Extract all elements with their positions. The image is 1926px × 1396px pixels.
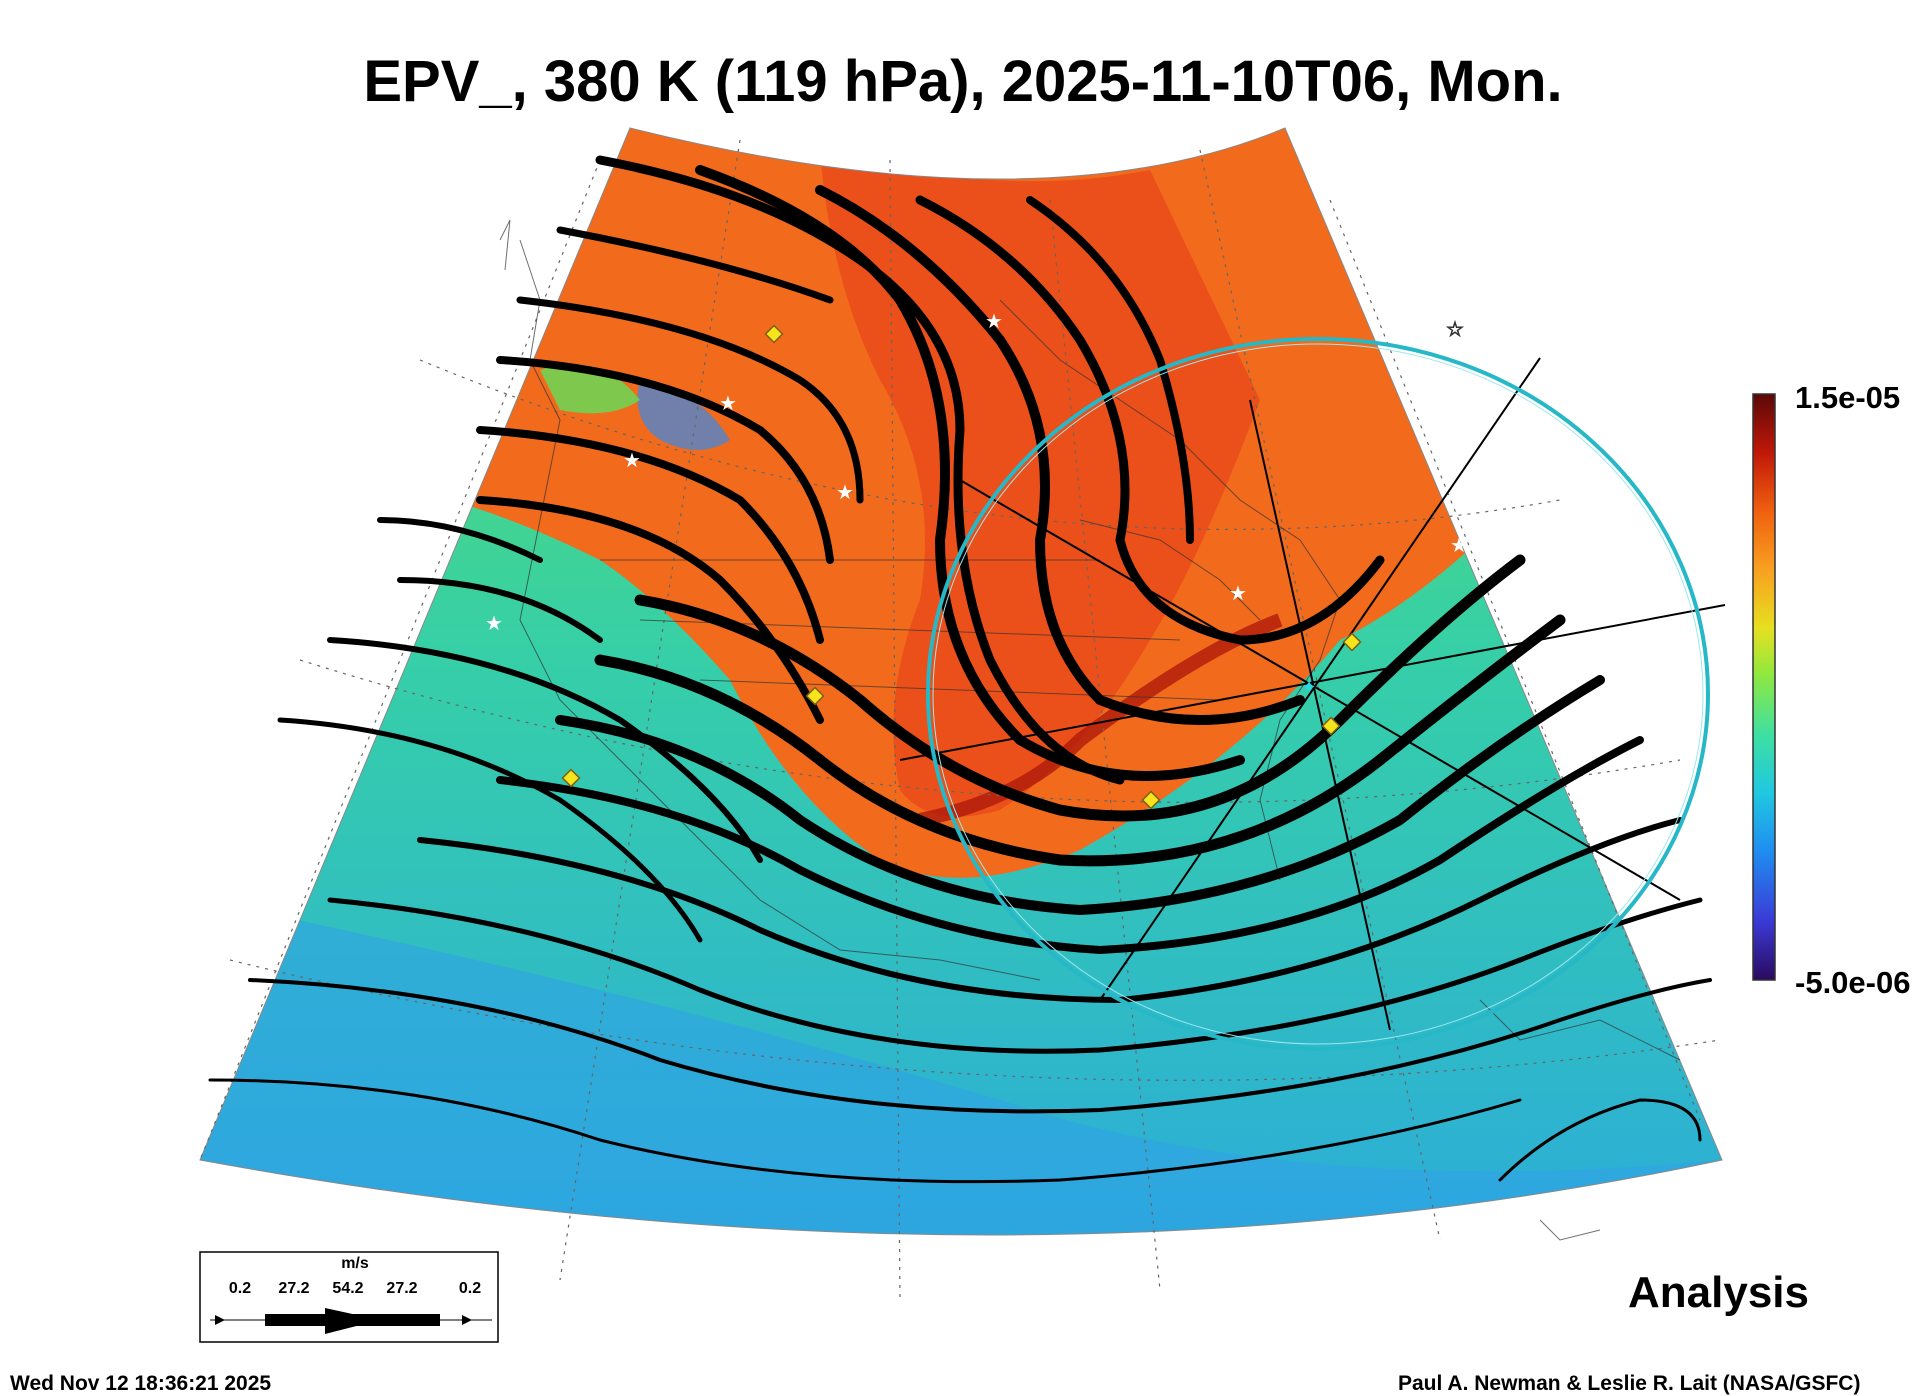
wind-legend-label-4: 0.2 bbox=[458, 1280, 482, 1297]
center-marker: ✦ bbox=[1301, 677, 1316, 697]
colorbar-max-label: 1.5e-05 bbox=[1795, 380, 1901, 415]
wind-legend-label-1: 27.2 bbox=[278, 1280, 310, 1297]
pole-star: ☆ bbox=[1446, 319, 1464, 341]
credit: Paul A. Newman & Leslie R. Lait (NASA/GS… bbox=[1398, 1372, 1861, 1395]
svg-text:★: ★ bbox=[719, 391, 737, 415]
vortex-circle bbox=[926, 337, 1710, 1051]
wind-legend-label-0: 0.2 bbox=[228, 1280, 252, 1297]
page-title: EPV_, 380 K (119 hPa), 2025-11-10T06, Mo… bbox=[363, 49, 1563, 114]
colorbar-min-label: -5.0e-06 bbox=[1795, 965, 1911, 1000]
wind-legend-arrow bbox=[325, 1308, 380, 1334]
station-stars: ★ ★ ★ ★ ★ ★ ★ bbox=[485, 309, 1468, 635]
vortex-circle-inner bbox=[932, 343, 1704, 1045]
cross-section-lines bbox=[899, 357, 1726, 1031]
wind-legend-label-2: 54.2 bbox=[332, 1280, 364, 1297]
wind-legend-arrow-left bbox=[215, 1315, 225, 1325]
svg-text:★: ★ bbox=[623, 448, 641, 472]
svg-text:★: ★ bbox=[1229, 581, 1247, 605]
site-markers bbox=[561, 324, 1362, 810]
svg-text:★: ★ bbox=[985, 309, 1003, 333]
svg-text:★: ★ bbox=[485, 611, 503, 635]
analysis-label: Analysis bbox=[1628, 1268, 1809, 1317]
svg-text:★: ★ bbox=[836, 480, 854, 504]
wind-legend-unit: m/s bbox=[341, 1255, 369, 1272]
timestamp: Wed Nov 12 18:36:21 2025 bbox=[10, 1372, 272, 1395]
svg-text:★: ★ bbox=[1450, 533, 1468, 557]
wind-streamlines bbox=[208, 155, 1712, 1184]
wind-legend-label-3: 27.2 bbox=[386, 1280, 418, 1297]
colorbar bbox=[1752, 393, 1776, 981]
wind-legend-arrow-right bbox=[462, 1315, 472, 1325]
